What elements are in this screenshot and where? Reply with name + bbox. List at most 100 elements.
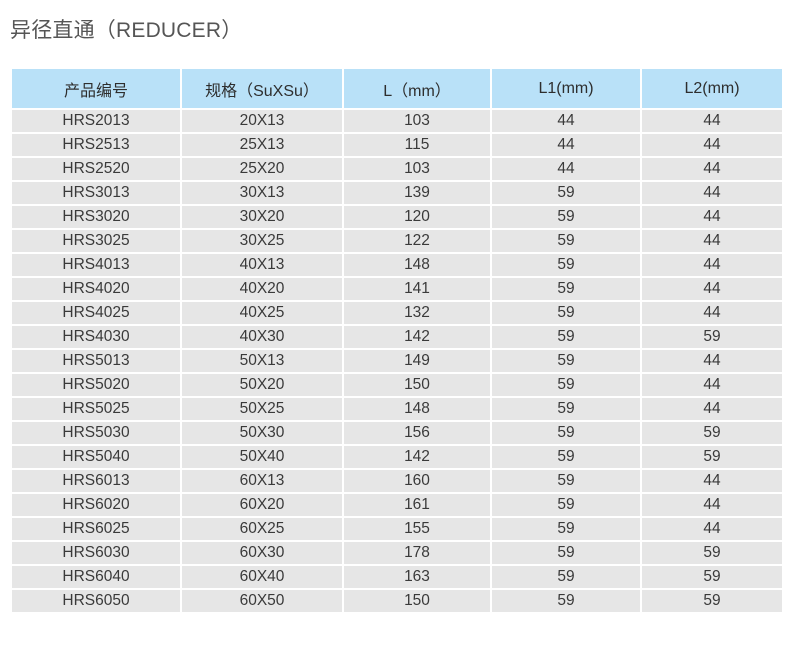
cell-specification: 20X13 (182, 110, 342, 132)
table-header: 产品编号 规格（SuXSu） L（mm） L1(mm) L2(mm) (12, 69, 782, 108)
cell-product-code: HRS2513 (12, 134, 180, 156)
cell-length-l2: 59 (642, 542, 782, 564)
cell-length-l2: 59 (642, 590, 782, 612)
cell-specification: 60X50 (182, 590, 342, 612)
column-header-length-l: L（mm） (344, 69, 490, 108)
cell-length-l: 148 (344, 254, 490, 276)
cell-product-code: HRS6040 (12, 566, 180, 588)
cell-length-l2: 59 (642, 566, 782, 588)
cell-length-l: 149 (344, 350, 490, 372)
cell-length-l: 132 (344, 302, 490, 324)
cell-specification: 40X20 (182, 278, 342, 300)
cell-length-l: 150 (344, 590, 490, 612)
cell-length-l2: 44 (642, 182, 782, 204)
cell-length-l1: 59 (492, 566, 640, 588)
cell-product-code: HRS3020 (12, 206, 180, 228)
cell-length-l1: 59 (492, 446, 640, 468)
cell-length-l: 156 (344, 422, 490, 444)
cell-specification: 40X30 (182, 326, 342, 348)
cell-length-l2: 59 (642, 446, 782, 468)
table-row: HRS5020 50X20 150 59 44 (12, 374, 782, 396)
cell-specification: 50X25 (182, 398, 342, 420)
cell-length-l2: 44 (642, 134, 782, 156)
cell-product-code: HRS5020 (12, 374, 180, 396)
column-header-specification: 规格（SuXSu） (182, 69, 342, 108)
cell-length-l1: 59 (492, 590, 640, 612)
cell-product-code: HRS6025 (12, 518, 180, 540)
table-row: HRS6050 60X50 150 59 59 (12, 590, 782, 612)
cell-length-l: 161 (344, 494, 490, 516)
cell-length-l: 160 (344, 470, 490, 492)
table-row: HRS4025 40X25 132 59 44 (12, 302, 782, 324)
cell-length-l1: 59 (492, 230, 640, 252)
table-row: HRS6025 60X25 155 59 44 (12, 518, 782, 540)
table-row: HRS2013 20X13 103 44 44 (12, 110, 782, 132)
cell-product-code: HRS2520 (12, 158, 180, 180)
table-row: HRS4013 40X13 148 59 44 (12, 254, 782, 276)
cell-length-l: 155 (344, 518, 490, 540)
cell-length-l2: 44 (642, 470, 782, 492)
cell-length-l1: 59 (492, 206, 640, 228)
cell-length-l2: 44 (642, 230, 782, 252)
cell-product-code: HRS6020 (12, 494, 180, 516)
cell-product-code: HRS6030 (12, 542, 180, 564)
cell-length-l2: 44 (642, 206, 782, 228)
cell-specification: 60X25 (182, 518, 342, 540)
table-row: HRS6030 60X30 178 59 59 (12, 542, 782, 564)
cell-length-l: 141 (344, 278, 490, 300)
cell-length-l: 103 (344, 110, 490, 132)
cell-length-l1: 44 (492, 134, 640, 156)
cell-length-l2: 44 (642, 254, 782, 276)
cell-product-code: HRS5025 (12, 398, 180, 420)
cell-length-l1: 59 (492, 374, 640, 396)
cell-length-l1: 59 (492, 518, 640, 540)
cell-length-l: 148 (344, 398, 490, 420)
column-header-product-code: 产品编号 (12, 69, 180, 108)
cell-product-code: HRS4013 (12, 254, 180, 276)
cell-length-l2: 44 (642, 278, 782, 300)
cell-length-l1: 59 (492, 542, 640, 564)
cell-length-l: 142 (344, 446, 490, 468)
cell-length-l1: 59 (492, 182, 640, 204)
cell-length-l2: 44 (642, 302, 782, 324)
product-spec-table: 产品编号 规格（SuXSu） L（mm） L1(mm) L2(mm) HRS20… (10, 67, 784, 614)
cell-length-l: 150 (344, 374, 490, 396)
cell-length-l2: 44 (642, 158, 782, 180)
cell-product-code: HRS6013 (12, 470, 180, 492)
cell-specification: 30X13 (182, 182, 342, 204)
cell-specification: 40X13 (182, 254, 342, 276)
table-row: HRS6040 60X40 163 59 59 (12, 566, 782, 588)
cell-length-l2: 59 (642, 326, 782, 348)
cell-length-l1: 59 (492, 470, 640, 492)
cell-specification: 60X20 (182, 494, 342, 516)
cell-product-code: HRS4020 (12, 278, 180, 300)
table-row: HRS5040 50X40 142 59 59 (12, 446, 782, 468)
cell-length-l1: 59 (492, 350, 640, 372)
cell-product-code: HRS5040 (12, 446, 180, 468)
cell-specification: 50X40 (182, 446, 342, 468)
cell-length-l2: 44 (642, 518, 782, 540)
cell-specification: 50X30 (182, 422, 342, 444)
cell-length-l2: 44 (642, 398, 782, 420)
cell-length-l: 178 (344, 542, 490, 564)
column-header-length-l2: L2(mm) (642, 69, 782, 108)
table-row: HRS6013 60X13 160 59 44 (12, 470, 782, 492)
cell-length-l: 163 (344, 566, 490, 588)
table-row: HRS2520 25X20 103 44 44 (12, 158, 782, 180)
cell-length-l1: 44 (492, 110, 640, 132)
table-row: HRS2513 25X13 115 44 44 (12, 134, 782, 156)
cell-product-code: HRS4030 (12, 326, 180, 348)
cell-product-code: HRS3013 (12, 182, 180, 204)
cell-length-l: 103 (344, 158, 490, 180)
cell-product-code: HRS5013 (12, 350, 180, 372)
cell-specification: 30X20 (182, 206, 342, 228)
cell-length-l2: 44 (642, 374, 782, 396)
cell-specification: 60X13 (182, 470, 342, 492)
page-title: 异径直通（REDUCER） (10, 19, 243, 42)
cell-length-l1: 59 (492, 254, 640, 276)
cell-length-l: 120 (344, 206, 490, 228)
cell-length-l1: 59 (492, 302, 640, 324)
table-row: HRS4020 40X20 141 59 44 (12, 278, 782, 300)
column-header-length-l1: L1(mm) (492, 69, 640, 108)
